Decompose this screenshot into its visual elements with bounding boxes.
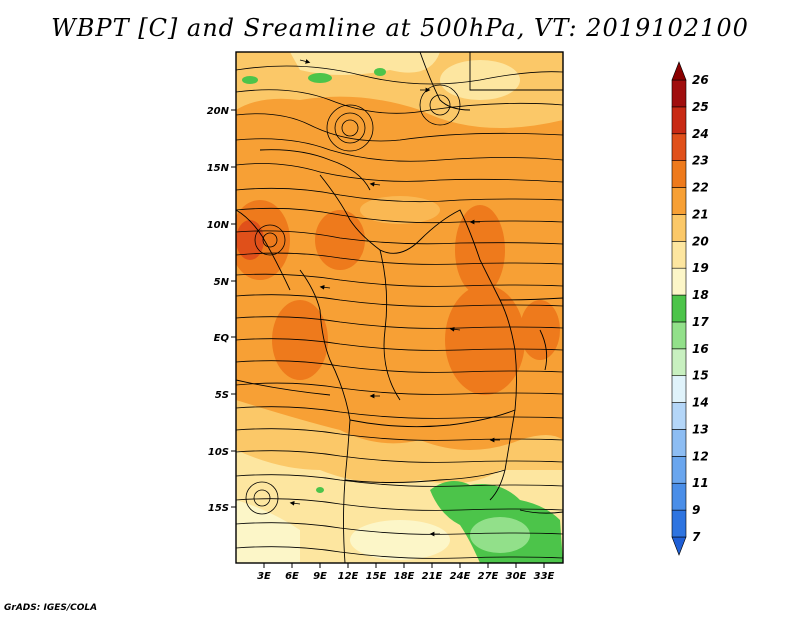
colorbar-label: 14 [692, 396, 709, 410]
lat-label-15n: 15N [207, 163, 230, 174]
lon-axis: 3E 6E 9E 12E 15E 18E 21E 24E 27E 30E 33E [257, 563, 555, 582]
lon-label-9e: 9E [313, 571, 327, 582]
lon-label-15e: 15E [366, 571, 387, 582]
lat-label-15s: 15S [208, 503, 229, 514]
chart-title: WBPT [C] and Sreamline at 500hPa, VT: 20… [51, 14, 749, 42]
lat-label-5s: 5S [215, 390, 229, 401]
lon-label-27e: 27E [478, 571, 499, 582]
lon-label-3e: 3E [257, 571, 271, 582]
colorbar-label: 19 [692, 261, 709, 275]
lon-label-33e: 33E [534, 571, 555, 582]
colorbar-label: 25 [692, 100, 709, 114]
colorbar-segment [671, 214, 687, 242]
colorbar-segment [671, 267, 687, 296]
colorbar-segment [671, 79, 687, 108]
colorbar-segment [671, 240, 687, 269]
map-frame [235, 51, 564, 564]
lon-label-6e: 6E [285, 571, 299, 582]
colorbar-segment [671, 348, 687, 377]
colorbar-label: 16 [692, 342, 709, 356]
footer-credit: GrADS: IGES/COLA [4, 603, 98, 613]
colorbar-label: 26 [692, 73, 709, 87]
colorbar-label: 11 [692, 476, 709, 490]
colorbar-label: 21 [692, 207, 709, 221]
colorbar-segment [671, 160, 687, 188]
colorbar-segment [671, 321, 687, 350]
lat-label-20n: 20N [207, 106, 230, 117]
colorbar-label: 12 [692, 449, 709, 463]
colorbar-segment [671, 187, 687, 215]
colorbar-label: 13 [692, 422, 709, 436]
colorbar-label: 9 [692, 503, 700, 517]
lon-label-30e: 30E [506, 571, 527, 582]
colorbar-segment [671, 402, 687, 430]
colorbar-label: 24 [692, 127, 709, 141]
colorbar-segment [671, 482, 687, 511]
lon-label-12e: 12E [338, 571, 359, 582]
lat-label-10n: 10N [207, 220, 230, 231]
colorbar-label: 17 [692, 315, 709, 329]
streamlines [236, 59, 563, 559]
lat-label-eq: EQ [214, 333, 230, 344]
lat-label-5n: 5N [214, 277, 230, 288]
lon-label-18e: 18E [394, 571, 415, 582]
lat-axis: 20N 15N 10N 5N EQ 5S 10S 15S [207, 106, 236, 514]
colorbar-segment [671, 61, 687, 81]
colorbar-segment [671, 429, 687, 457]
colorbar: 7 9 11 12 13 14 15 16 17 18 19 20 21 22 23 24 25 26 [671, 61, 709, 556]
colorbar-segment [671, 133, 687, 161]
colorbar-label: 22 [692, 181, 709, 195]
colorbar-segment [671, 509, 687, 538]
lon-label-21e: 21E [422, 571, 443, 582]
country-borders [236, 52, 563, 563]
colorbar-segment [671, 536, 687, 556]
colorbar-segment [671, 456, 687, 484]
lon-label-24e: 24E [450, 571, 471, 582]
lat-label-10s: 10S [208, 447, 229, 458]
colorbar-segment [671, 106, 687, 135]
colorbar-label: 20 [692, 234, 709, 248]
colorbar-segment [671, 294, 687, 323]
colorbar-label: 18 [692, 288, 709, 302]
colorbar-segment [671, 375, 687, 403]
wbpt-field [236, 52, 563, 563]
colorbar-label: 15 [692, 369, 709, 383]
colorbar-label: 7 [692, 530, 701, 544]
colorbar-label: 23 [692, 154, 709, 168]
